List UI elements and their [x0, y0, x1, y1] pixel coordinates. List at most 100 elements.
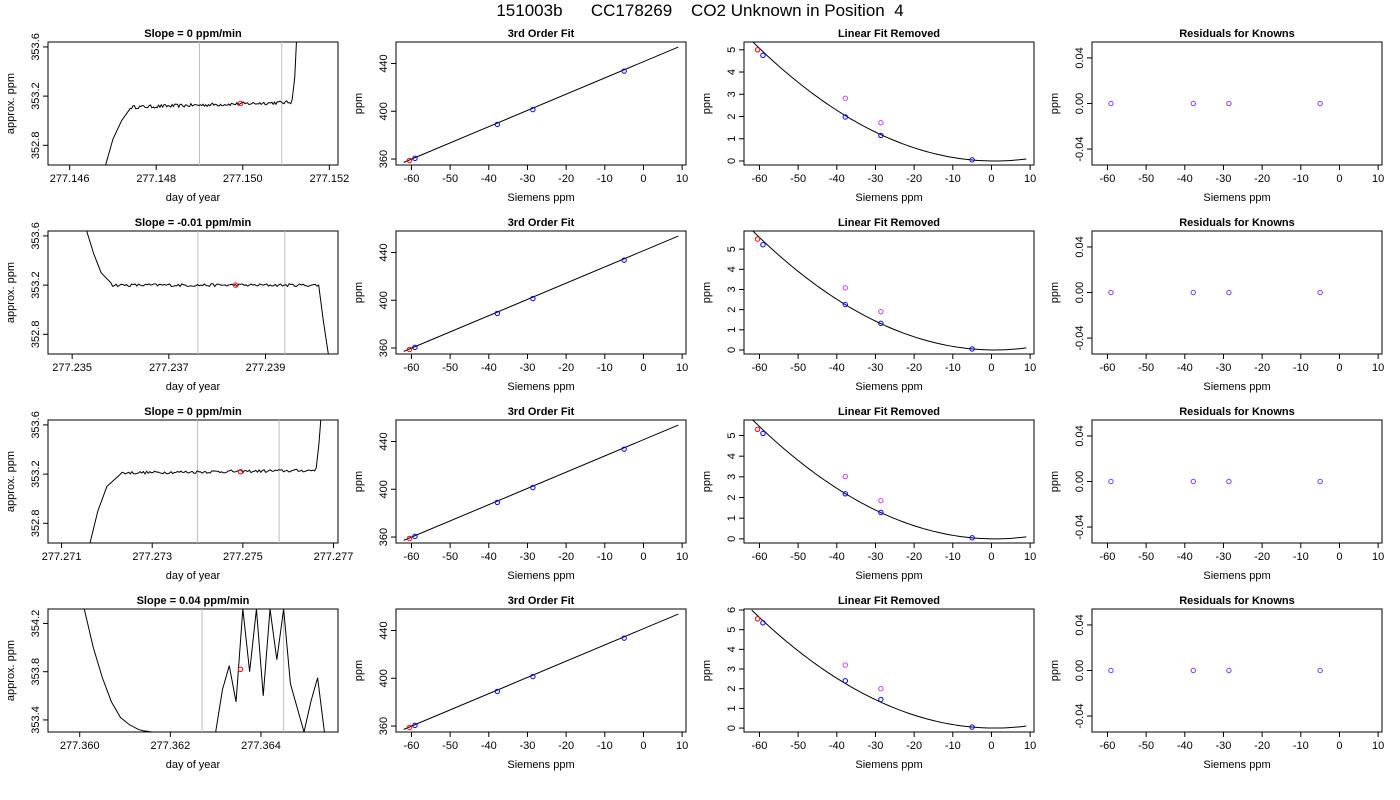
- plot-frame: [395, 419, 687, 544]
- x-tick-label: -30: [868, 173, 884, 185]
- x-tick-label: -30: [520, 551, 536, 563]
- x-tick-label: 0: [1336, 173, 1342, 185]
- x-axis-label: Siemens ppm: [1203, 570, 1270, 582]
- y-axis-label: ppm: [353, 93, 365, 114]
- standard-point: [760, 430, 766, 437]
- x-tick-label: 0: [640, 740, 646, 752]
- x-axis-label: Siemens ppm: [507, 759, 574, 771]
- x-tick-label: -30: [520, 173, 536, 185]
- residual-curve-line: [751, 609, 1027, 729]
- x-tick-label: -60: [404, 740, 420, 752]
- known-residual-point: [1108, 289, 1114, 296]
- x-tick-label: -40: [1177, 740, 1193, 752]
- y-tick-label: 400: [378, 480, 390, 498]
- unknown-point: [754, 426, 761, 433]
- chart-title: 3rd Order Fit: [508, 28, 575, 40]
- x-tick-label: -10: [945, 740, 961, 752]
- x-tick-label: -50: [790, 740, 806, 752]
- known-residual-point: [1317, 289, 1323, 296]
- x-tick-label: 277.146: [50, 173, 90, 185]
- chart-title: Linear Fit Removed: [838, 28, 940, 40]
- y-tick-label: 0.00: [1074, 93, 1086, 114]
- concentration-trace-line: [83, 609, 325, 732]
- x-tick-label: -10: [1293, 173, 1309, 185]
- x-tick-label: -10: [597, 173, 613, 185]
- x-tick-label: -10: [1293, 740, 1309, 752]
- x-tick-label: -60: [1100, 173, 1116, 185]
- y-tick-label: 0.04: [1074, 425, 1086, 446]
- fit-curve-line: [403, 424, 679, 541]
- linear-residual-point: [842, 95, 849, 101]
- y-tick-label: 4: [726, 453, 738, 459]
- plot-area: [86, 231, 329, 354]
- x-tick-label: 277.237: [149, 362, 189, 374]
- x-tick-label: -60: [404, 173, 420, 185]
- x-tick-label: -10: [1293, 362, 1309, 374]
- plot-frame: [743, 608, 1035, 733]
- linear-residual-point: [842, 285, 849, 291]
- y-tick-label: -0.04: [1074, 704, 1086, 729]
- x-tick-label: -20: [1254, 173, 1270, 185]
- x-tick-label: 10: [1372, 362, 1384, 374]
- x-tick-label: -40: [829, 551, 845, 563]
- unknown-point: [754, 236, 761, 242]
- plot-frame: [743, 419, 1035, 544]
- chart-panel-trace-row1: Slope = 0 ppm/min 277.146 277.148 277.150 27…: [5, 28, 349, 204]
- x-axis-label: day of year: [166, 381, 221, 393]
- mean-point-marker: [237, 666, 244, 672]
- y-tick-label: 353.6: [30, 411, 42, 439]
- x-tick-label: -10: [597, 551, 613, 563]
- x-tick-label: -20: [906, 551, 922, 563]
- x-tick-label: 0: [1336, 740, 1342, 752]
- chart-panel-trace-row4: Slope = 0.04 ppm/min 277.360 277.362 277.36…: [5, 595, 339, 771]
- y-tick-label: 360: [378, 717, 390, 735]
- x-tick-label: -60: [752, 362, 768, 374]
- chart-title: Residuals for Knowns: [1179, 28, 1295, 40]
- y-tick-label: 2: [726, 686, 738, 692]
- mean-point-marker: [237, 468, 244, 475]
- x-tick-label: -20: [906, 173, 922, 185]
- chart-panel-fit-row2: 3rd Order Fit -60 -50 -40 -30 -20 -10 0 10 360 400…: [353, 217, 688, 393]
- x-tick-label: 277.364: [241, 740, 281, 752]
- chart-title: Linear Fit Removed: [838, 406, 940, 418]
- x-tick-label: 10: [676, 173, 688, 185]
- y-tick-label: 352.8: [30, 321, 42, 349]
- chart-panel-residuals-row4: Residuals for Knowns -60 -50 -40 -30 -20 -10 0 1…: [1049, 595, 1384, 771]
- y-tick-label: 353.6: [30, 222, 42, 250]
- x-tick-label: 277.239: [246, 362, 286, 374]
- plot-area: [403, 235, 679, 353]
- x-axis-label: Siemens ppm: [507, 570, 574, 582]
- plot-area: [403, 613, 679, 731]
- y-tick-label: 0: [726, 347, 738, 353]
- linear-residual-point: [878, 120, 884, 126]
- x-tick-label: 0: [988, 173, 994, 185]
- y-tick-label: 2: [726, 307, 738, 313]
- x-tick-label: 10: [1372, 551, 1384, 563]
- y-axis-label: ppm: [1049, 93, 1061, 114]
- chart-panel-linear-row1: Linear Fit Removed -60 -50 -40 -30 -20 -10 0 10 0…: [701, 28, 1036, 204]
- chart-title: Slope = -0.01 ppm/min: [135, 217, 252, 229]
- linear-residual-point: [878, 308, 884, 315]
- residual-curve-line: [752, 231, 1027, 351]
- y-tick-label: 3: [726, 666, 738, 672]
- x-tick-label: -60: [404, 362, 420, 374]
- x-tick-label: -10: [945, 362, 961, 374]
- x-tick-label: 277.275: [223, 551, 263, 563]
- y-tick-label: 353.2: [30, 460, 42, 488]
- concentration-trace-line: [89, 420, 322, 543]
- y-axis-label: ppm: [1049, 660, 1061, 681]
- standard-point: [842, 301, 849, 308]
- x-axis-label: Siemens ppm: [855, 759, 922, 771]
- y-tick-label: 0.00: [1074, 660, 1086, 681]
- x-tick-label: -10: [1293, 551, 1309, 563]
- y-tick-label: 400: [378, 669, 390, 687]
- x-tick-label: -50: [790, 173, 806, 185]
- x-tick-label: 277.235: [52, 362, 92, 374]
- x-tick-label: 10: [1024, 362, 1036, 374]
- chart-panel-residuals-row3: Residuals for Knowns -60 -50 -40 -30 -20 -10 0 1…: [1049, 406, 1384, 582]
- x-tick-label: -30: [520, 362, 536, 374]
- y-axis-label: approx. ppm: [5, 451, 17, 512]
- standard-point: [494, 499, 501, 506]
- x-tick-label: -20: [1254, 362, 1270, 374]
- x-tick-label: 10: [1372, 173, 1384, 185]
